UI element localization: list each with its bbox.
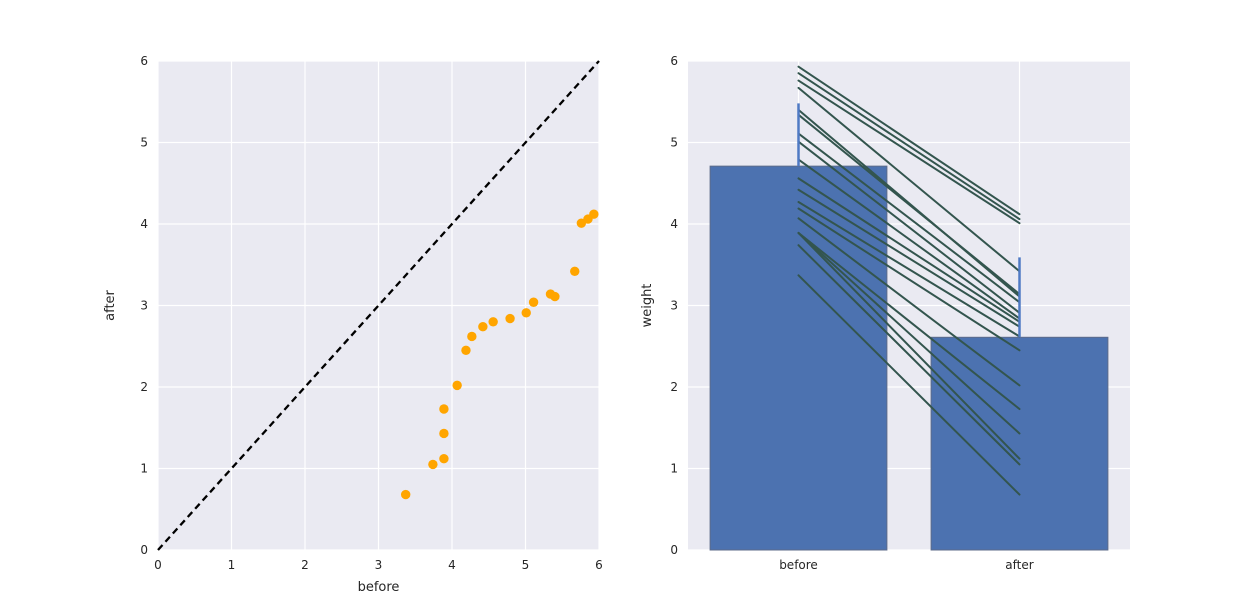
- left-x-tick-label: 4: [448, 558, 456, 572]
- paired-slope-line: [797, 231, 1021, 435]
- scatter-point: [589, 209, 599, 219]
- paired-slope-line: [797, 140, 1021, 314]
- paired-slope-line: [797, 108, 1021, 298]
- left-x-tick-label: 6: [595, 558, 603, 572]
- paired-slope-line: [797, 72, 1021, 221]
- left-y-tick-label: 4: [140, 217, 148, 231]
- right-plot: [688, 60, 1130, 551]
- identity-dashed-line: [157, 60, 600, 551]
- left-x-tick-label: 0: [154, 558, 162, 572]
- scatter-point: [478, 321, 488, 332]
- left-y-tick-label: 6: [140, 54, 148, 68]
- paired-slope-line: [797, 244, 1021, 466]
- paired-slope-line: [797, 158, 1021, 320]
- scatter-point: [439, 428, 449, 439]
- bar-after: [930, 336, 1109, 551]
- right-y-tick-label: 6: [670, 54, 678, 68]
- scatter-point: [521, 308, 531, 318]
- paired-slope-line: [797, 217, 1021, 387]
- scatter-point: [400, 489, 411, 500]
- scatter-point: [467, 331, 477, 342]
- paired-slope-line: [797, 274, 1021, 496]
- scatter-point: [452, 380, 462, 391]
- scatter-point: [550, 291, 560, 302]
- right-x-category-label: before: [779, 558, 818, 572]
- left-x-tick-label: 3: [375, 558, 383, 572]
- left-y-tick-label: 0: [140, 543, 148, 557]
- scatter-point: [428, 459, 438, 470]
- left-plot: [157, 60, 600, 551]
- bar-before: [709, 165, 888, 551]
- left-x-tick-label: 5: [522, 558, 530, 572]
- scatter-point: [439, 454, 449, 464]
- scatter-point: [488, 317, 498, 327]
- paired-slope-line: [797, 86, 1021, 273]
- right-x-category-label: after: [1005, 558, 1033, 572]
- paired-slope-line: [797, 200, 1021, 338]
- scatter-point: [570, 266, 580, 276]
- left-x-tick-label: 2: [301, 558, 309, 572]
- scatter-point: [439, 404, 449, 414]
- paired-slope-line: [797, 132, 1021, 304]
- right-y-tick-label: 0: [670, 543, 678, 557]
- left-yaxis-label: after: [103, 289, 118, 320]
- left-xaxis-label: before: [358, 580, 400, 595]
- right-yaxis-label: weight: [640, 284, 655, 328]
- left-y-tick-label: 3: [140, 299, 148, 313]
- paired-slope-line: [797, 65, 1021, 216]
- left-y-tick-label: 5: [140, 136, 148, 150]
- left-y-tick-label: 2: [140, 380, 148, 394]
- right-y-tick-label: 3: [670, 299, 678, 313]
- right-y-tick-label: 5: [670, 136, 678, 150]
- scatter-point: [461, 345, 471, 356]
- right-y-tick-label: 1: [670, 462, 678, 476]
- paired-slope-line: [797, 177, 1021, 323]
- paired-slope-line: [797, 79, 1021, 225]
- paired-slope-line: [797, 188, 1021, 328]
- scatter-point: [505, 313, 515, 324]
- right-y-tick-label: 4: [670, 217, 678, 231]
- paired-slope-line: [797, 207, 1021, 352]
- paired-slope-line: [797, 231, 1021, 460]
- left-y-tick-label: 1: [140, 462, 148, 476]
- left-x-tick-label: 1: [228, 558, 236, 572]
- right-y-tick-label: 2: [670, 380, 678, 394]
- paired-slope-line: [797, 231, 1021, 411]
- scatter-point: [528, 297, 539, 307]
